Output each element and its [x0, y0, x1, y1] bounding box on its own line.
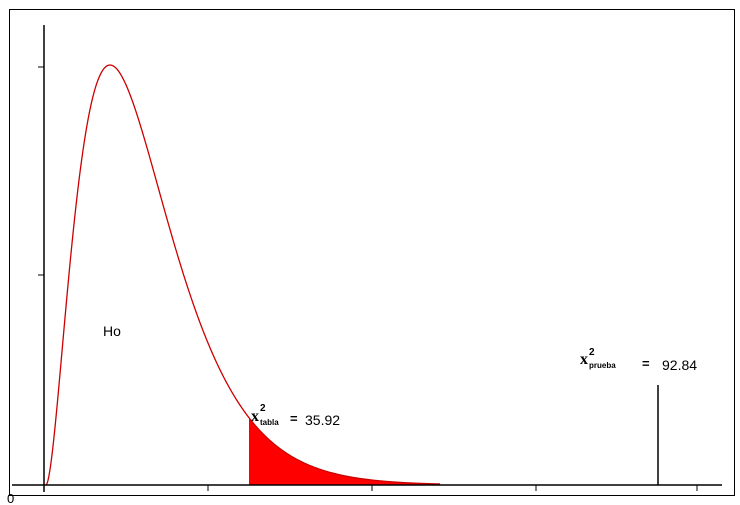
test-statistic-subscript: prueba — [589, 361, 616, 370]
test-statistic-symbol: x — [580, 351, 588, 368]
test-statistic-equals: = — [642, 356, 650, 371]
figure-frame — [9, 9, 735, 496]
critical-value-symbol: x — [251, 408, 259, 425]
critical-value-equals: = — [290, 411, 298, 426]
region-label: Ho — [103, 323, 121, 339]
critical-value-number: 35.92 — [305, 412, 340, 428]
density-curve — [45, 64, 441, 486]
origin-label: 0 — [7, 491, 14, 505]
critical-value-superscript: 2 — [260, 403, 266, 414]
test-statistic-superscript: 2 — [589, 347, 595, 358]
rejection-region — [249, 417, 440, 485]
critical-value-subscript: tabla — [260, 418, 279, 427]
test-statistic-number: 92.84 — [662, 357, 697, 373]
